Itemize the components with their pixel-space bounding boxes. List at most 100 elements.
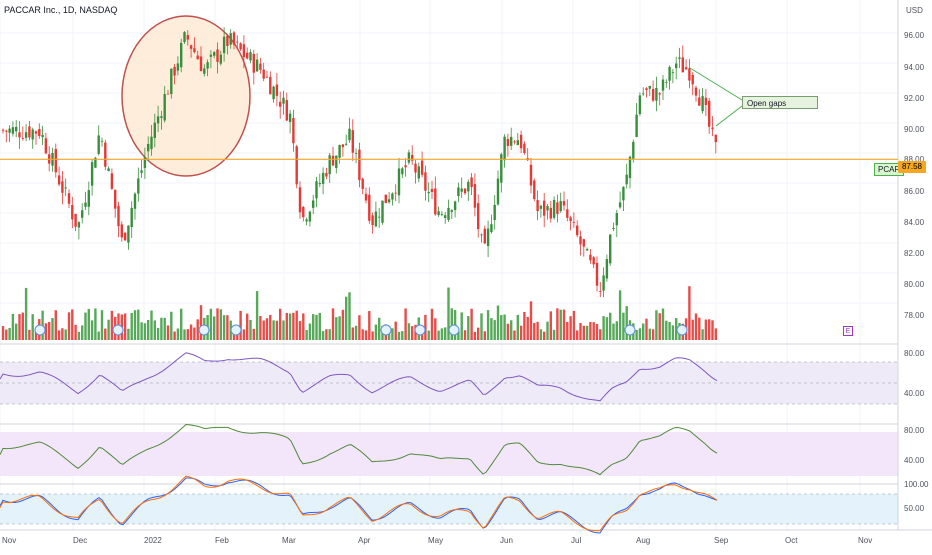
indicator-band [0, 432, 898, 476]
volume-bar [156, 327, 160, 340]
volume-bar [457, 331, 460, 340]
candle-body [364, 193, 368, 201]
time-label: Feb [215, 536, 229, 545]
candle-body [546, 206, 549, 211]
volume-bar [259, 316, 262, 340]
candle-body [536, 200, 539, 212]
candle-body [259, 63, 262, 70]
candle-body [328, 155, 331, 175]
candle-body [127, 225, 130, 243]
volume-bar [618, 290, 622, 340]
candle-body [5, 130, 8, 132]
volume-bar [57, 330, 61, 340]
volume-bar [275, 320, 279, 340]
candle-body [414, 163, 417, 173]
volume-bar [612, 323, 615, 340]
volume-bar [308, 323, 312, 340]
candle-body [529, 164, 533, 186]
volume-bar [371, 331, 374, 340]
candle-body [183, 32, 186, 43]
time-label: Sep [714, 536, 729, 545]
volume-bar [691, 319, 694, 340]
candle-body [107, 168, 110, 172]
indicator-tick: 40.00 [904, 456, 925, 465]
candle-body [430, 188, 434, 192]
candle-body [467, 181, 470, 192]
candle-body [533, 180, 536, 200]
open-gaps-annotation[interactable]: Open gaps [742, 96, 818, 109]
candle-body [189, 45, 193, 49]
volume-bar [708, 319, 711, 340]
time-label: Aug [636, 536, 651, 545]
candle-body [681, 57, 684, 73]
stoch-d-line [0, 475, 718, 532]
volume-bar [71, 309, 74, 340]
candle-body [15, 126, 18, 132]
candle-body [21, 137, 24, 139]
volume-bar [130, 312, 133, 340]
event-marker [230, 324, 242, 336]
candle-body [140, 170, 143, 173]
volume-bar [67, 312, 71, 340]
candle-body [562, 201, 566, 206]
time-label: May [428, 536, 444, 545]
volume-bar [219, 309, 222, 340]
indicator-tick: 80.00 [904, 426, 925, 435]
candle-body [440, 214, 444, 215]
candle-body [513, 141, 516, 143]
candle-body [176, 63, 180, 71]
earnings-marker[interactable]: E [843, 326, 853, 336]
volume-bar [335, 317, 338, 340]
volume-bar [176, 328, 180, 340]
price-tick: 90.00 [904, 125, 925, 134]
volume-bar [338, 316, 341, 340]
volume-bar [368, 311, 371, 340]
volume-bar [609, 312, 612, 340]
candle-body [622, 186, 625, 201]
last-price-badge: 87.58 [898, 161, 926, 173]
volume-bar [500, 315, 503, 340]
candle-body [302, 206, 305, 218]
volume-bar [249, 320, 252, 340]
candle-body [173, 66, 176, 76]
volume-bar [180, 308, 183, 340]
volume-bar [272, 320, 275, 340]
candle-body [605, 259, 609, 279]
candle-body [315, 181, 318, 199]
volume-bar [302, 313, 305, 340]
volume-bar [467, 316, 470, 340]
candle-body [160, 116, 163, 118]
candle-body [186, 35, 189, 40]
candle-body [361, 178, 364, 189]
chart-title: PACCAR Inc., 1D, NASDAQ [4, 5, 118, 15]
candle-body [595, 262, 599, 286]
candle-body [694, 87, 698, 96]
volume-bar [173, 331, 176, 340]
candle-body [411, 154, 414, 161]
price-tick: 78.00 [904, 311, 925, 320]
candle-body [272, 86, 275, 100]
volume-bar [543, 331, 546, 340]
candle-body [246, 52, 249, 59]
volume-bar [325, 329, 328, 340]
candle-body [203, 68, 206, 74]
candle-body [209, 54, 213, 57]
volume-bar [295, 310, 298, 340]
candle-body [473, 184, 477, 208]
price-tick: 86.00 [904, 187, 925, 196]
candle-body [576, 225, 579, 236]
volume-bar [90, 320, 94, 340]
volume-bar [5, 329, 8, 340]
volume-bar [170, 311, 173, 340]
candle-body [28, 126, 31, 138]
candle-body [262, 69, 265, 79]
volume-bar [239, 310, 242, 340]
candle-body [269, 76, 272, 95]
volume-bar [391, 328, 394, 340]
volume-bar [24, 287, 28, 340]
candle-body [569, 217, 572, 222]
volume-bar [288, 313, 292, 340]
candle-body [391, 193, 394, 200]
